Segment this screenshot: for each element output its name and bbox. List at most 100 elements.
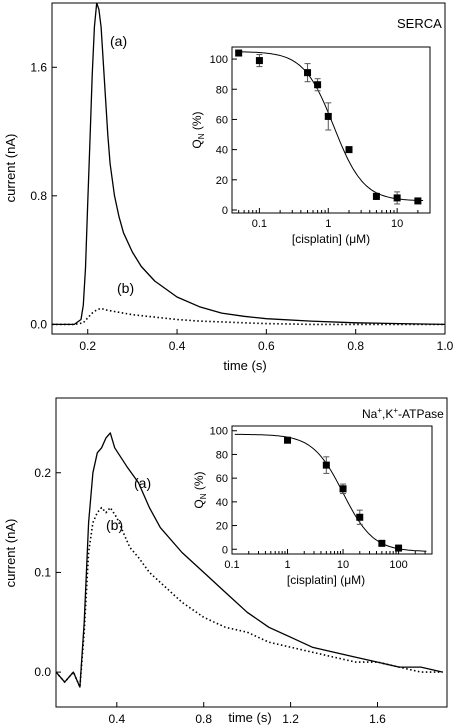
series-b-line [55, 506, 443, 688]
bottom-y-ticks: 0.0 0.1 0.2 [34, 466, 61, 679]
inset-y-tick-label: 80 [216, 449, 228, 461]
bottom-series-a-label: (a) [134, 475, 151, 491]
bottom-xlabel: time (s) [228, 710, 271, 725]
top-plot-frame [51, 2, 446, 335]
bottom-panel-label-k: ,K [382, 407, 393, 421]
inset-x-tick-label: 1 [284, 559, 290, 571]
y-tick-label: 0.8 [30, 189, 47, 203]
data-point [414, 197, 422, 205]
top-x-ticks: 0.2 0.4 0.6 0.8 1.0 [79, 329, 454, 353]
bottom-inset-xlabel-suffix: M) [351, 573, 365, 587]
top-inset-ylabel-main: Q [190, 139, 204, 148]
bottom-inset-x-ticks: 0.1 1 10 100 [224, 549, 426, 571]
top-inset-x-ticks: 0.1 1 10 [238, 208, 419, 230]
bottom-series [55, 432, 443, 688]
bottom-panel-label-sup2: + [393, 406, 398, 415]
top-inset-frame [231, 46, 431, 214]
bottom-inset-ylabel-main: Q [192, 499, 206, 508]
data-point [372, 192, 380, 200]
y-tick-label: 0.2 [34, 466, 51, 480]
x-tick-label: 0.8 [195, 712, 212, 726]
bottom-x-ticks: 0.4 0.8 1.2 1.6 [108, 702, 386, 726]
top-inset-ylabel-suffix: (%) [190, 111, 204, 133]
data-point [235, 49, 243, 57]
x-tick-label: 1.6 [369, 712, 386, 726]
top-inset-data-points [235, 49, 422, 205]
data-point [356, 513, 364, 521]
top-inset-ylabel-sub: N [197, 133, 206, 139]
bottom-inset-xlabel: [cisplatin] (μM) [287, 573, 365, 587]
inset-y-tick-label: 20 [216, 175, 228, 187]
bottom-panel-label: Na+,K+-ATPase [362, 406, 444, 421]
top-panel-label: SERCA [397, 16, 442, 31]
inset-x-tick-label: 0.1 [224, 559, 239, 571]
x-tick-label: 0.4 [108, 712, 125, 726]
inset-y-tick-label: 100 [210, 426, 228, 438]
inset-y-tick-label: 0 [222, 544, 228, 556]
inset-y-tick-label: 60 [216, 114, 228, 126]
data-point [304, 69, 312, 77]
bottom-series-b-label: (b) [106, 517, 123, 533]
inset-x-tick-label: 0.1 [252, 218, 267, 230]
bottom-inset-xlabel-mu: μ [344, 573, 351, 587]
top-panel: 0.2 0.4 0.6 0.8 1.0 0.00.81.6 (a) (b) SERCA … [3, 2, 454, 373]
y-tick-label: 1.6 [30, 60, 47, 74]
top-inset-y-ticks: 0 20 40 60 80 100 [210, 54, 237, 217]
y-tick-label: 0.0 [34, 665, 51, 679]
data-point [339, 485, 347, 493]
bottom-inset-data-points [284, 436, 403, 552]
inset-y-tick-label: 40 [216, 145, 228, 157]
inset-y-tick-label: 20 [216, 521, 228, 533]
inset-x-tick-label: 10 [391, 218, 403, 230]
inset-y-tick-label: 60 [216, 473, 228, 485]
top-inset-xlabel-suffix: M) [356, 232, 370, 246]
top-inset-fit-curve [235, 51, 424, 201]
y-tick-label: 0.0 [30, 317, 47, 331]
bottom-panel-label-na: Na [362, 407, 378, 421]
bottom-inset-ylabel-sub: N [199, 493, 208, 499]
inset-y-tick-label: 80 [216, 84, 228, 96]
inset-x-tick-label: 1 [325, 218, 331, 230]
top-series-b-label: (b) [117, 280, 134, 296]
data-point [314, 81, 322, 89]
data-point [255, 57, 263, 65]
x-tick-label: 0.2 [79, 339, 96, 353]
data-point [322, 461, 330, 469]
top-inset-xlabel-prefix: [cisplatin] ( [292, 232, 349, 246]
bottom-inset-frame [231, 425, 433, 555]
series-a-line [55, 432, 443, 688]
data-point [284, 436, 292, 444]
top-series [52, 2, 446, 326]
bottom-ylabel: current (nA) [3, 519, 18, 588]
data-point [378, 539, 386, 547]
bottom-inset-xlabel-prefix: [cisplatin] ( [287, 573, 344, 587]
inset-y-tick-label: 100 [210, 54, 228, 66]
bottom-panel: 0.4 0.8 1.2 1.6 0.00.10.2 (a) (b) Na+,K+-AT… [3, 397, 448, 726]
x-tick-label: 0.6 [258, 339, 275, 353]
inset-y-tick-label: 40 [216, 497, 228, 509]
y-tick-label: 0.1 [34, 565, 51, 579]
bottom-panel-label-tail: -ATPase [398, 407, 444, 421]
top-inset: 0.1 1 10 0 20 40 60 80 100 [cisplatin] (μM) QN … [190, 46, 431, 246]
data-point [324, 112, 332, 120]
top-series-a-label: (a) [110, 33, 127, 49]
bottom-inset-ylabel-suffix: (%) [192, 471, 206, 493]
top-y-ticks: 0.0 0.8 1.6 [30, 60, 57, 331]
inset-x-tick-label: 100 [389, 559, 407, 571]
inset-y-tick-label: 0 [222, 205, 228, 217]
top-xlabel: time (s) [223, 358, 266, 373]
bottom-inset-y-ticks: 0 20 40 60 80 100 [210, 426, 237, 556]
x-tick-label: 1.0 [437, 339, 454, 353]
x-tick-label: 1.2 [282, 712, 299, 726]
bottom-inset-fit-curve [234, 433, 427, 552]
x-tick-label: 0.8 [347, 339, 364, 353]
top-inset-xlabel: [cisplatin] (μM) [292, 232, 370, 246]
series-b-line [52, 307, 445, 326]
x-tick-label: 0.4 [169, 339, 186, 353]
bottom-panel-label-sup1: + [377, 406, 382, 415]
data-point [395, 544, 403, 552]
series-a-line [52, 2, 446, 326]
inset-x-tick-label: 10 [337, 559, 349, 571]
top-inset-ylabel: QN (%) [190, 111, 206, 148]
